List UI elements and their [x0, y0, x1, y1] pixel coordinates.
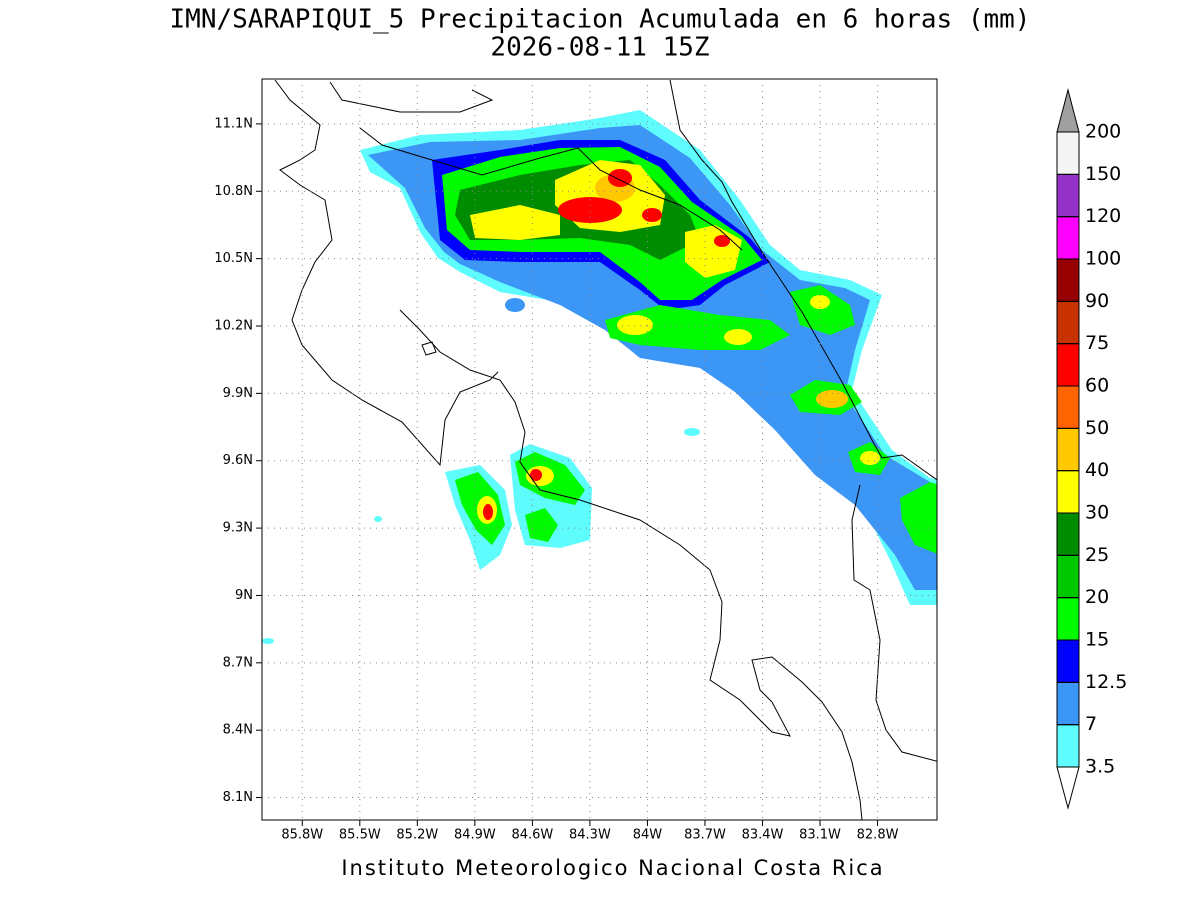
colorbar-label: 120 [1085, 205, 1121, 227]
colorbar-box [1056, 173, 1080, 218]
colorbar-label: 40 [1085, 459, 1109, 481]
y-tick-label: 10.2N [214, 319, 253, 334]
colorbar-box [1056, 427, 1080, 472]
colorbar-label: 3.5 [1085, 756, 1115, 778]
colorbar-label: 75 [1085, 332, 1109, 354]
colorbar-box [1056, 639, 1080, 683]
colorbar-box [1056, 385, 1080, 429]
colorbar-under [1056, 766, 1080, 810]
colorbar-box [1056, 216, 1080, 260]
y-tick-label: 9N [235, 588, 253, 603]
colorbar-label: 100 [1085, 248, 1121, 270]
precipitation-field [262, 110, 937, 644]
colorbar-label: 7 [1085, 713, 1097, 735]
y-tick-label: 8.4N [223, 723, 253, 738]
colorbar-box [1056, 681, 1080, 726]
x-tick-label: 84.3W [569, 828, 611, 843]
x-tick-label: 82.8W [857, 828, 899, 843]
y-tick-label: 11.1N [214, 116, 253, 131]
colorbar-label: 90 [1085, 290, 1109, 312]
colorbar-label: 60 [1085, 375, 1109, 397]
x-tick-label: 85.5W [339, 828, 381, 843]
subtitle: 2026-08-11 15Z [490, 33, 709, 63]
y-tick-label: 9.9N [223, 386, 253, 401]
x-tick-label: 85.8W [281, 828, 323, 843]
y-tick-label: 8.1N [223, 790, 253, 805]
colorbar-box [1056, 554, 1080, 599]
y-tick-label: 8.7N [223, 655, 253, 670]
x-tick-label: 83.4W [742, 828, 784, 843]
colorbar-label: 20 [1085, 586, 1109, 608]
colorbar-box [1056, 512, 1080, 556]
colorbar-label: 12.5 [1085, 671, 1127, 693]
footer: Instituto Meteorologico Nacional Costa R… [341, 856, 884, 880]
x-tick-label: 85.2W [396, 828, 438, 843]
colorbar-box [1056, 343, 1080, 387]
colorbar-over [1056, 88, 1080, 133]
colorbar-box [1056, 470, 1080, 514]
colorbar-label: 200 [1085, 121, 1121, 143]
colorbar-label: 25 [1085, 544, 1109, 566]
colorbar-box [1056, 300, 1080, 345]
colorbar-label: 50 [1085, 417, 1109, 439]
colorbar-box [1056, 258, 1080, 302]
colorbar-box [1056, 724, 1080, 768]
y-tick-label: 9.6N [223, 453, 253, 468]
y-tick-label: 9.3N [223, 521, 253, 536]
y-tick-label: 10.8N [214, 184, 253, 199]
x-tick-label: 84.6W [511, 828, 553, 843]
x-tick-label: 83.7W [684, 828, 726, 843]
plot-frame [261, 78, 938, 821]
x-tick-label: 83.1W [799, 828, 841, 843]
colorbar-label: 15 [1085, 629, 1109, 651]
x-tick-label: 84W [633, 828, 663, 843]
x-tick-label: 84.9W [454, 828, 496, 843]
colorbar-box [1056, 131, 1080, 175]
colorbar-label: 150 [1085, 163, 1121, 185]
colorbar-label: 30 [1085, 502, 1109, 524]
title: IMN/SARAPIQUI_5 Precipitacion Acumulada … [170, 5, 1031, 35]
y-tick-label: 10.5N [214, 251, 253, 266]
colorbar-box [1056, 597, 1080, 641]
